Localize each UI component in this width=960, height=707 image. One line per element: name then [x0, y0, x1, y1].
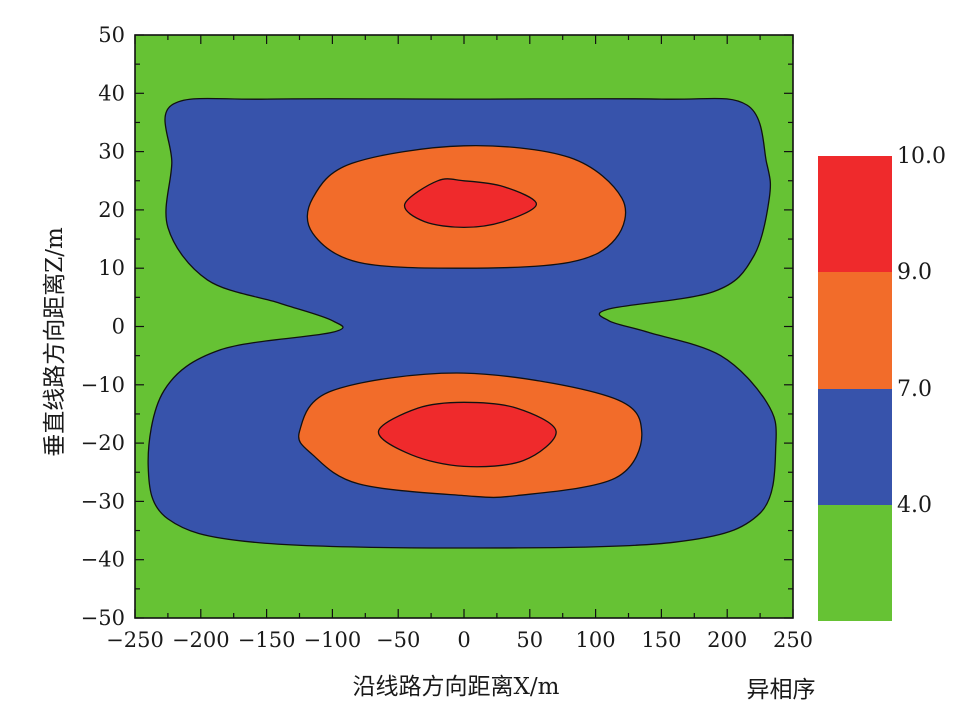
y-tick-label: −10	[81, 373, 125, 397]
colorbar-title: 异相序	[747, 677, 816, 703]
x-tick-label: −200	[172, 628, 230, 652]
colorbar-band-3	[818, 389, 892, 505]
axes: −250 −200 −150 −100 −50 0 50 100 150 200 250504030…	[81, 23, 813, 652]
colorbar-level-label: 4.0	[897, 493, 932, 518]
y-tick-label: −30	[81, 489, 125, 513]
colorbar-band-4	[818, 505, 892, 621]
x-tick-label: 50	[516, 628, 543, 652]
y-tick-label: 50	[98, 23, 125, 47]
colorbar-level-label: 10.0	[897, 144, 946, 169]
x-tick-label: 200	[707, 628, 747, 652]
plot-area	[135, 35, 793, 618]
x-tick-label: 100	[576, 628, 616, 652]
contour-region-3	[403, 178, 538, 229]
y-tick-label: −40	[81, 548, 125, 572]
y-tick-label: 30	[98, 140, 125, 164]
colorbar-band-1	[818, 156, 892, 272]
y-axis-title: 垂直线路方向距离Z/m	[42, 227, 68, 457]
x-tick-label: −50	[376, 628, 420, 652]
contour-region-5	[377, 401, 557, 468]
y-tick-label: 40	[98, 81, 125, 105]
x-tick-label: −250	[106, 628, 164, 652]
y-tick-label: 20	[98, 198, 125, 222]
y-tick-label: −50	[81, 606, 125, 630]
y-tick-label: 10	[98, 256, 125, 280]
x-tick-label: 250	[773, 628, 813, 652]
colorbar-band-2	[818, 272, 892, 389]
x-tick-label: −100	[304, 628, 362, 652]
x-axis-title: 沿线路方向距离X/m	[353, 674, 560, 700]
colorbar: 10.0 9.0 7.0 4.0	[818, 144, 946, 621]
y-tick-label: 0	[112, 315, 125, 339]
x-tick-label: 0	[457, 628, 470, 652]
x-tick-label: −150	[238, 628, 296, 652]
colorbar-level-label: 7.0	[897, 377, 932, 402]
y-tick-label: −20	[81, 431, 125, 455]
x-tick-label: 150	[641, 628, 681, 652]
colorbar-level-label: 9.0	[897, 260, 932, 285]
